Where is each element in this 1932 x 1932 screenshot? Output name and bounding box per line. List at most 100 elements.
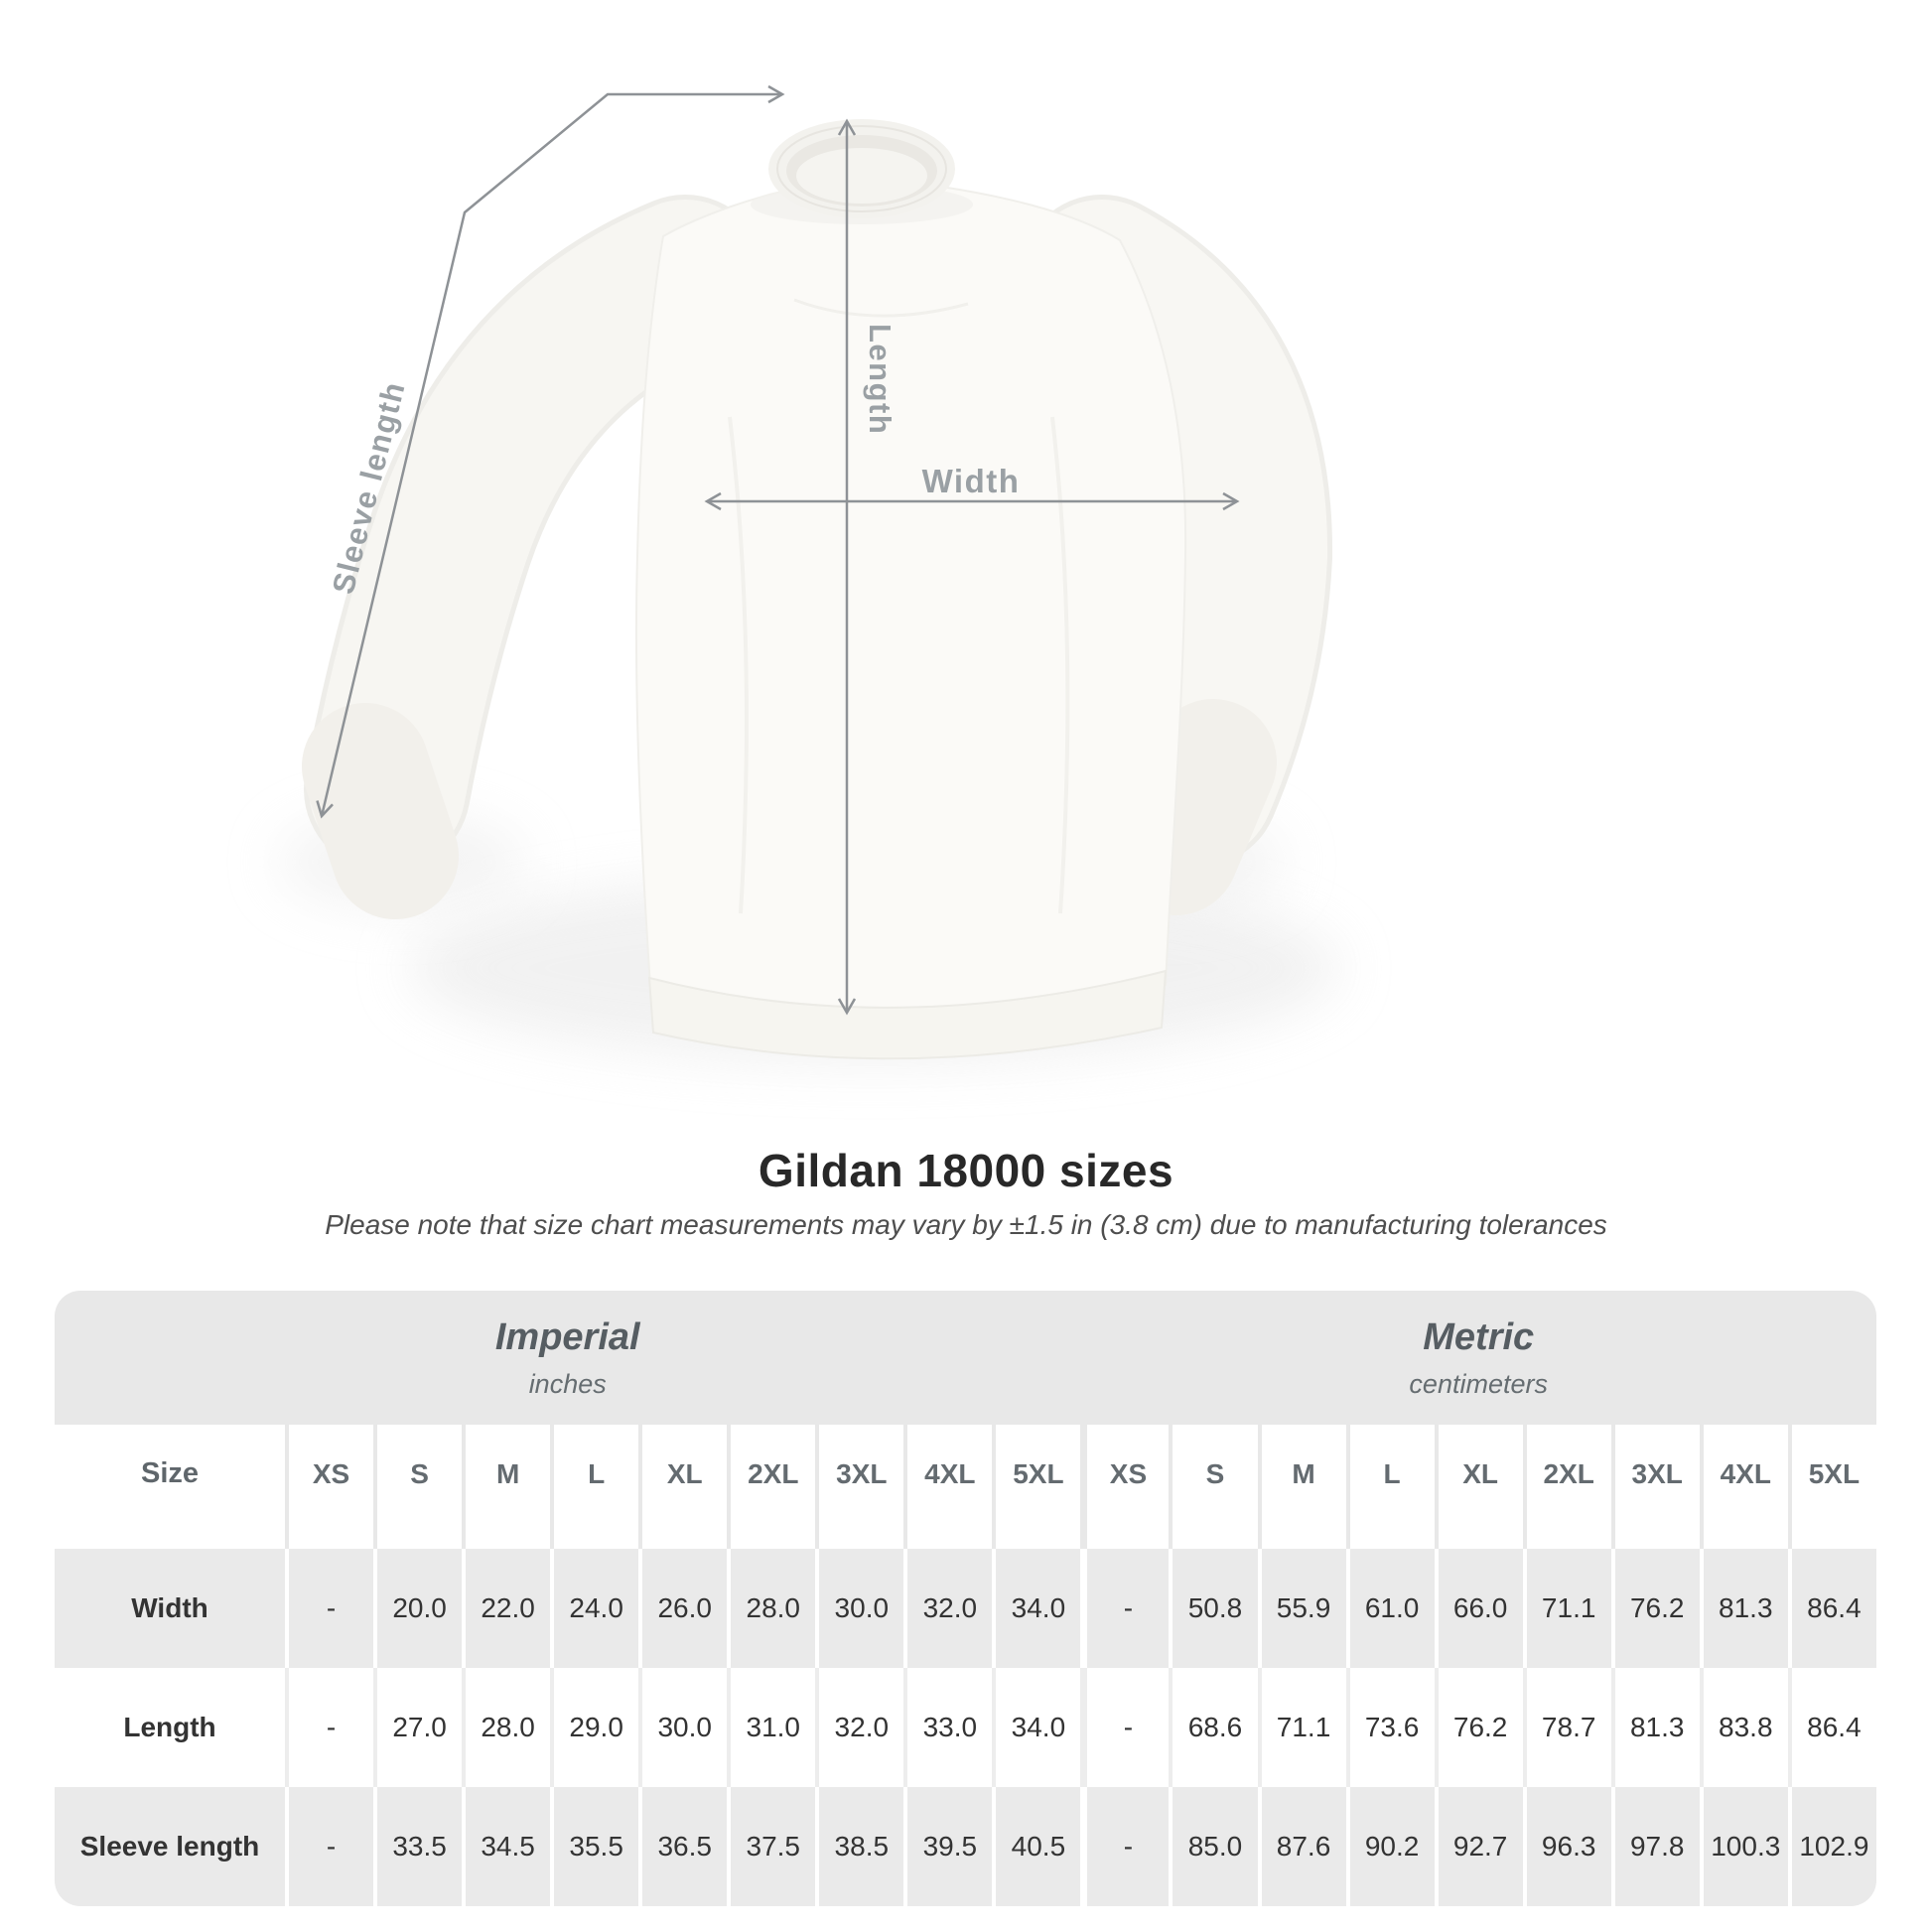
table-cell: 96.3 xyxy=(1522,1787,1611,1906)
table-cell: 61.0 xyxy=(1345,1549,1435,1668)
right-cuff xyxy=(1112,699,1277,915)
table-cell: 102.9 xyxy=(1787,1787,1876,1906)
column-header-imperial-m: M xyxy=(462,1425,551,1549)
column-header-imperial-xl: XL xyxy=(638,1425,728,1549)
table-cell: 35.5 xyxy=(550,1787,639,1906)
table-cell: 85.0 xyxy=(1169,1787,1258,1906)
size-header-row: Size XS S M L XL 2XL 3XL 4XL 5XL XS S M L XL 2XL 3XL 4XL 5… xyxy=(55,1425,1876,1549)
fold-line xyxy=(1050,416,1070,914)
table-cell: 86.4 xyxy=(1787,1668,1876,1787)
column-header-imperial-s: S xyxy=(373,1425,463,1549)
table-cell: 33.5 xyxy=(373,1787,463,1906)
table-cell: 90.2 xyxy=(1345,1787,1435,1906)
table-cell: 50.8 xyxy=(1169,1549,1258,1668)
table-row-width: Width -20.0 22.0 24.0 26.0 28.0 30.0 32.0 34.0-5… xyxy=(55,1549,1876,1668)
units-row: Imperial inches Metric centimeters xyxy=(55,1291,1876,1425)
table-cell: - xyxy=(285,1668,374,1787)
sweatshirt-measurement-diagram: Length Width Sleeve length xyxy=(278,84,1340,1062)
collar-back-panel xyxy=(796,148,927,204)
column-header-metric-m: M xyxy=(1257,1425,1346,1549)
column-header-metric-2xl: 2XL xyxy=(1522,1425,1611,1549)
table-cell: 28.0 xyxy=(462,1668,551,1787)
column-header-imperial-5xl: 5XL xyxy=(992,1425,1081,1549)
table-cell: - xyxy=(1080,1668,1170,1787)
sleeve-length-arrow-line xyxy=(316,84,785,819)
table-cell: 32.0 xyxy=(903,1549,993,1668)
table-cell: 40.5 xyxy=(992,1787,1081,1906)
table-cell: 28.0 xyxy=(727,1549,816,1668)
table-cell: 76.2 xyxy=(1610,1549,1700,1668)
column-header-metric-4xl: 4XL xyxy=(1699,1425,1788,1549)
column-header-metric-xl: XL xyxy=(1434,1425,1523,1549)
left-cuff xyxy=(302,703,459,919)
table-cell: 26.0 xyxy=(638,1549,728,1668)
column-header-metric-l: L xyxy=(1345,1425,1435,1549)
table-cell: 22.0 xyxy=(462,1549,551,1668)
column-header-imperial-xs: XS xyxy=(285,1425,374,1549)
table-cell: 29.0 xyxy=(550,1668,639,1787)
column-header-imperial-l: L xyxy=(550,1425,639,1549)
table-cell: 71.1 xyxy=(1522,1549,1611,1668)
table-cell: 87.6 xyxy=(1257,1787,1346,1906)
imperial-unit: inches xyxy=(528,1368,607,1399)
measurement-lines xyxy=(316,84,1240,1016)
column-header-imperial-2xl: 2XL xyxy=(727,1425,816,1549)
table-row-length: Length -27.0 28.0 29.0 30.0 31.0 32.0 33.0 34.0-… xyxy=(55,1668,1876,1787)
length-dim-label: Length xyxy=(863,324,897,435)
hem-band xyxy=(647,969,1168,1060)
table-cell: 34.5 xyxy=(462,1787,551,1906)
table-cell: 92.7 xyxy=(1434,1787,1523,1906)
table-cell: 20.0 xyxy=(373,1549,463,1668)
table-cell: 30.0 xyxy=(815,1549,904,1668)
table-cell: 32.0 xyxy=(815,1668,904,1787)
column-header-metric-5xl: 5XL xyxy=(1787,1425,1876,1549)
table-cell: 55.9 xyxy=(1257,1549,1346,1668)
metric-title: Metric xyxy=(1423,1315,1535,1358)
column-header-metric-3xl: 3XL xyxy=(1610,1425,1700,1549)
table-cell: 39.5 xyxy=(903,1787,993,1906)
table-cell: 33.0 xyxy=(903,1668,993,1787)
table-cell: - xyxy=(285,1787,374,1906)
table-cell: 68.6 xyxy=(1169,1668,1258,1787)
imperial-title: Imperial xyxy=(494,1315,640,1358)
column-header-imperial-4xl: 4XL xyxy=(903,1425,993,1549)
metric-section-header: Metric centimeters xyxy=(1080,1291,1876,1425)
size-table-wrap: Imperial inches Metric centimeters Size X… xyxy=(55,1291,1876,1906)
table-cell: 27.0 xyxy=(373,1668,463,1787)
table-cell: - xyxy=(285,1549,374,1668)
column-header-imperial-3xl: 3XL xyxy=(815,1425,904,1549)
table-cell: 81.3 xyxy=(1610,1668,1700,1787)
table-cell: 71.1 xyxy=(1257,1668,1346,1787)
size-table-body: Size XS S M L XL 2XL 3XL 4XL 5XL XS S M L XL 2XL 3XL 4XL 5… xyxy=(55,1425,1876,1906)
table-cell: 30.0 xyxy=(638,1668,728,1787)
table-cell: - xyxy=(1080,1549,1170,1668)
size-table: Imperial inches Metric centimeters Size X… xyxy=(55,1291,1876,1906)
table-cell: 83.8 xyxy=(1699,1668,1788,1787)
table-cell: 24.0 xyxy=(550,1549,639,1668)
table-cell: 78.7 xyxy=(1522,1668,1611,1787)
table-cell: 37.5 xyxy=(727,1787,816,1906)
column-header-metric-xs: XS xyxy=(1080,1425,1170,1549)
table-cell: 34.0 xyxy=(992,1668,1081,1787)
fold-line xyxy=(793,298,969,318)
column-header-metric-s: S xyxy=(1169,1425,1258,1549)
table-cell: 73.6 xyxy=(1345,1668,1435,1787)
imperial-section-header: Imperial inches xyxy=(55,1291,1081,1425)
size-header-label: Size xyxy=(55,1425,285,1549)
body-panel xyxy=(634,185,1187,1029)
table-cell: 100.3 xyxy=(1699,1787,1788,1906)
table-row-sleeve-length: Sleeve length -33.5 34.5 35.5 36.5 37.5 38.5 39… xyxy=(55,1787,1876,1906)
table-cell: 31.0 xyxy=(727,1668,816,1787)
metric-unit: centimeters xyxy=(1409,1368,1548,1399)
table-cell: 97.8 xyxy=(1610,1787,1700,1906)
row-label: Length xyxy=(55,1668,285,1787)
row-label: Sleeve length xyxy=(55,1787,285,1906)
page-title: Gildan 18000 sizes xyxy=(758,1145,1174,1196)
table-cell: 34.0 xyxy=(992,1549,1081,1668)
table-cell: 38.5 xyxy=(815,1787,904,1906)
page-subtitle: Please note that size chart measurements… xyxy=(325,1209,1607,1240)
table-cell: 81.3 xyxy=(1699,1549,1788,1668)
table-cell: 86.4 xyxy=(1787,1549,1876,1668)
table-cell: 36.5 xyxy=(638,1787,728,1906)
